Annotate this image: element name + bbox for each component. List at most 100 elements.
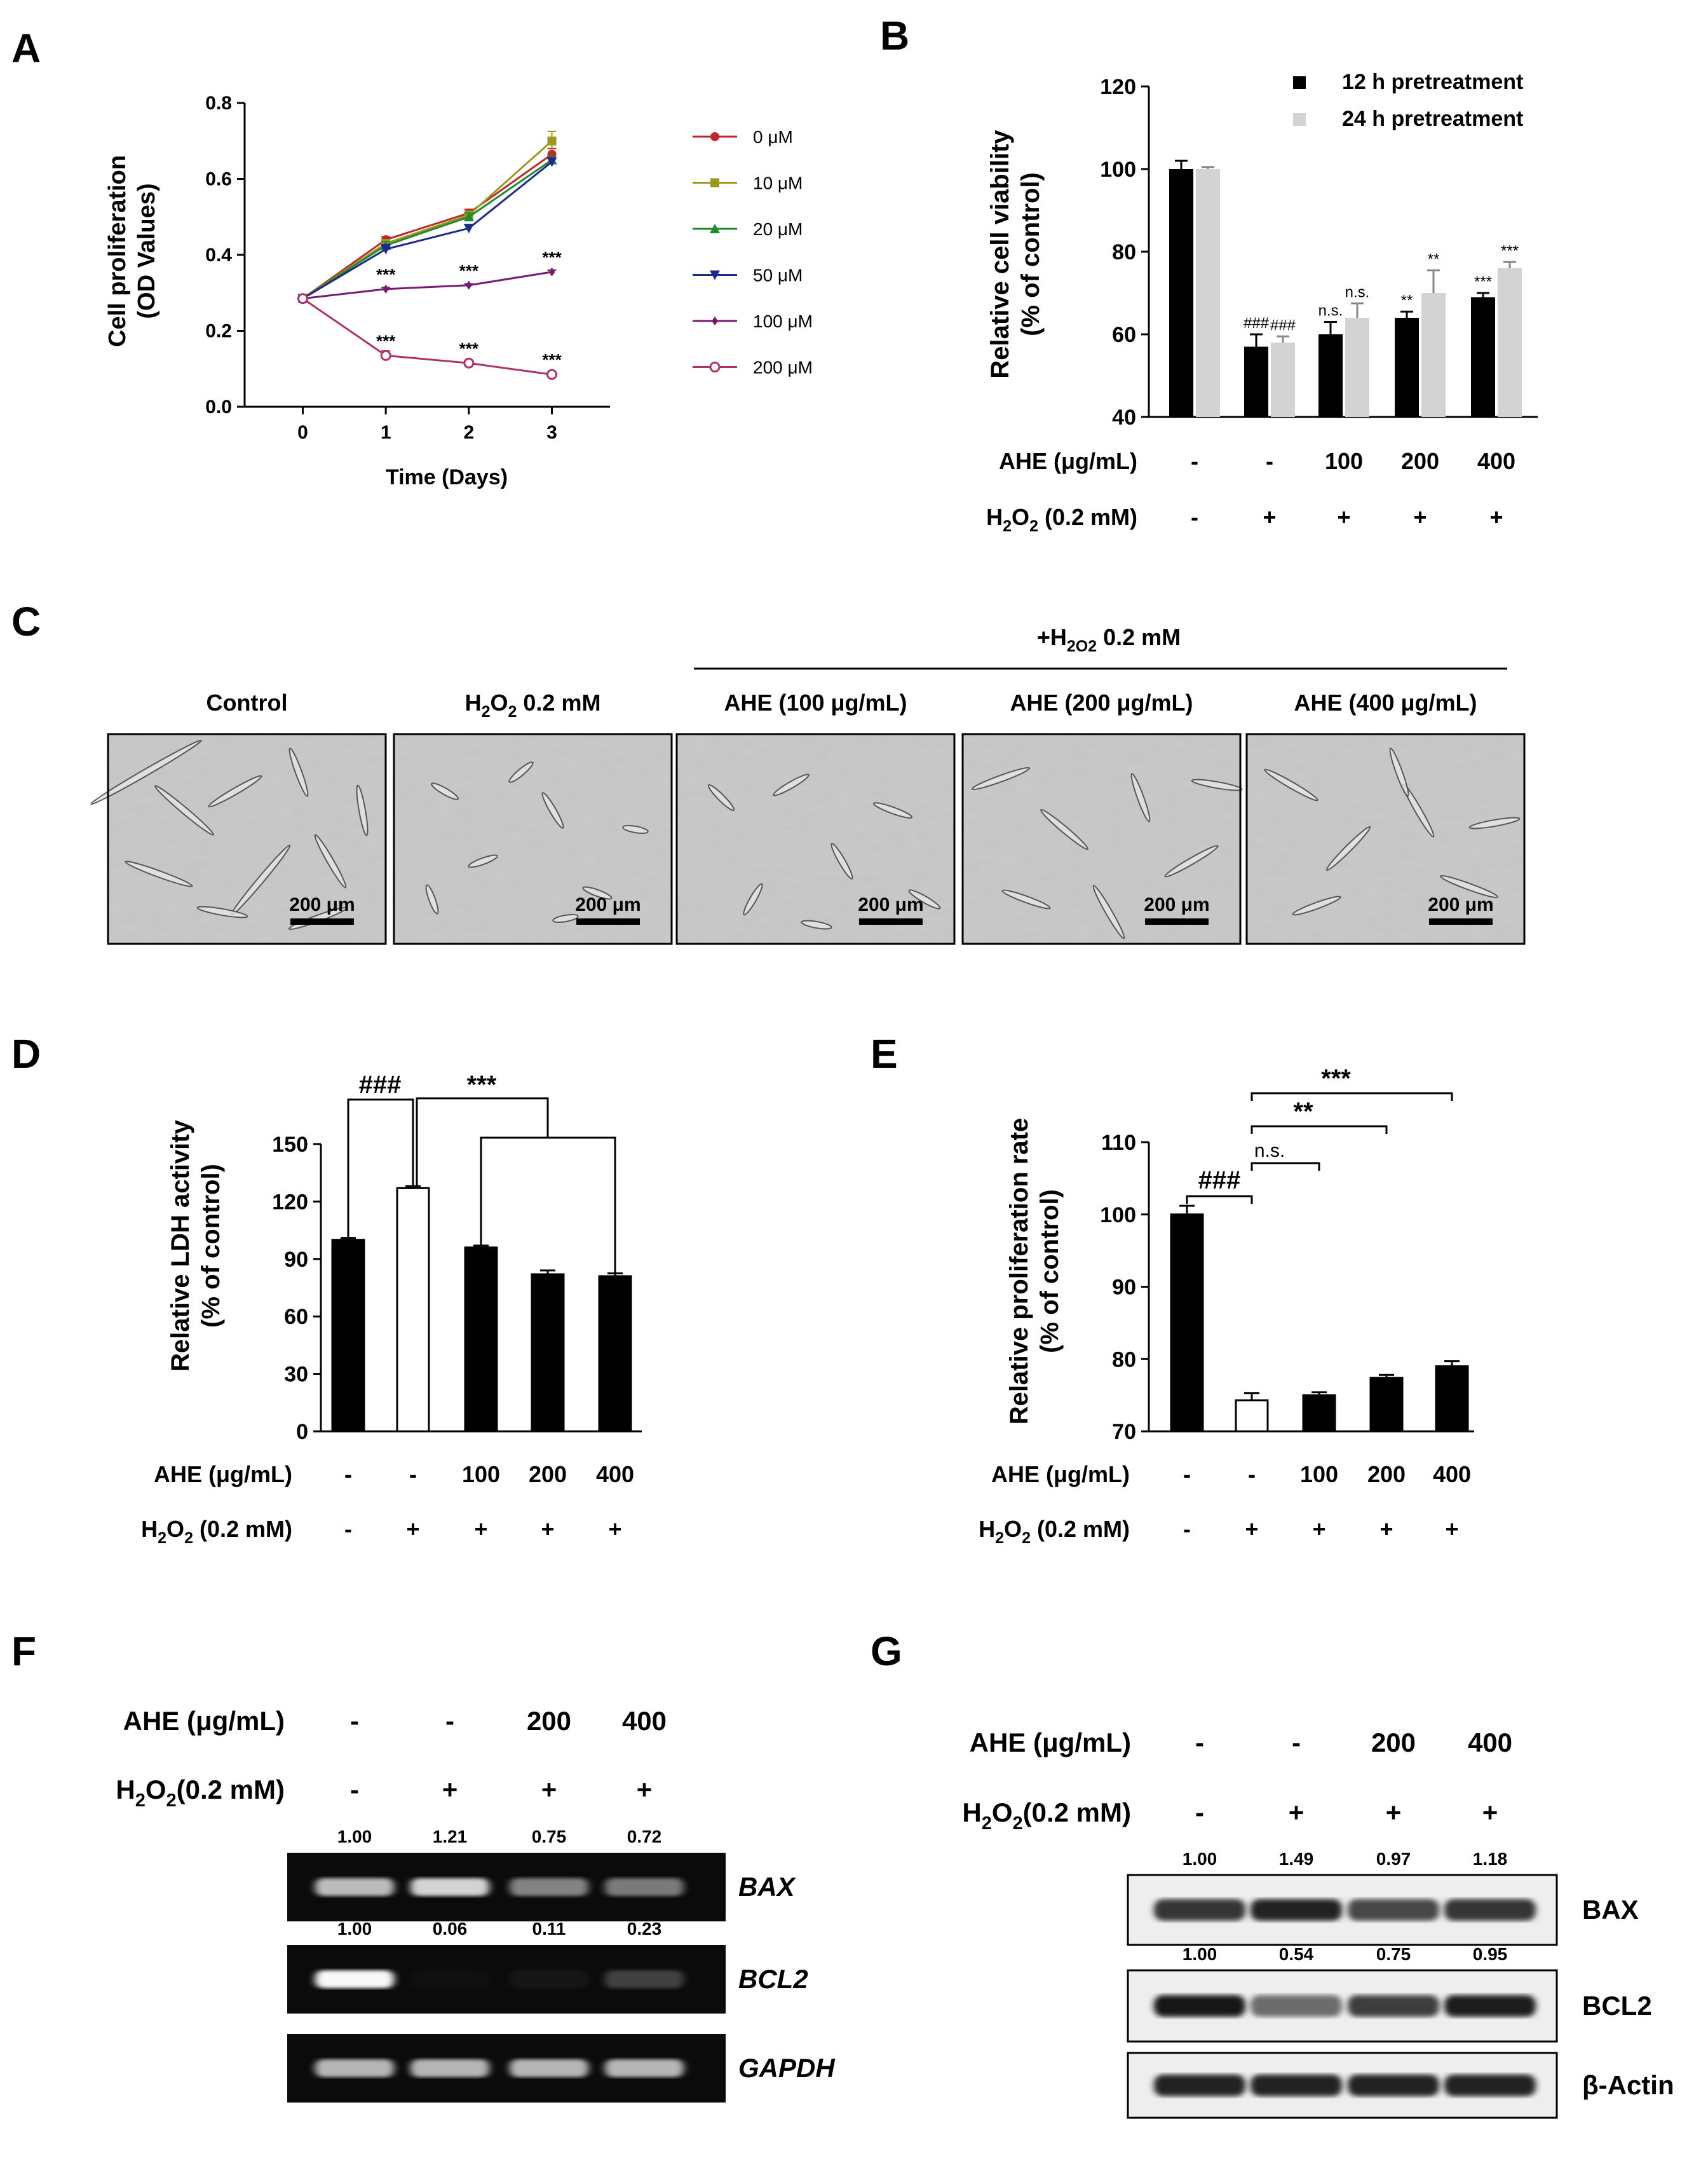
panel-a-y-tick-label: 0.6 (205, 169, 232, 190)
panel-letters: A B C D E F G (11, 13, 909, 1674)
panel-b-significance-label: n.s. (1345, 283, 1370, 301)
panel-a-data-point (547, 136, 557, 146)
panel-a-significance-label: *** (459, 261, 479, 280)
panel-g-h2o2-value: + (1482, 1797, 1498, 1827)
panel-f-band (315, 1878, 394, 1896)
panel-e-bar (1235, 1399, 1269, 1433)
panel-a-y-label: Cell proliferation (OD Values) (104, 155, 160, 347)
panel-f-ahe-value: 200 (527, 1706, 571, 1736)
panel-e-ahe-value: - (1248, 1461, 1256, 1487)
panel-g-ahe-value: - (1292, 1728, 1301, 1757)
panel-b-h2o2-value: - (1191, 504, 1198, 530)
panel-c-cell (90, 739, 202, 805)
panel-c-cell (801, 920, 832, 930)
panel-b-legend-swatch (1293, 113, 1306, 126)
panel-f-ahe-value: 400 (622, 1706, 667, 1736)
panel-e-ahe-label: AHE (μg/mL) (991, 1461, 1130, 1487)
panel-a-significance-label: *** (542, 248, 562, 267)
panel-letter-f: F (11, 1628, 36, 1674)
panel-e-h2o2-value: - (1183, 1516, 1191, 1542)
panel-g-ahe-value: 200 (1371, 1728, 1416, 1757)
panel-c-cell (196, 906, 248, 918)
panel-c-cell (908, 889, 941, 910)
panel-a-legend-label: 10 μM (753, 174, 803, 193)
panel-e-h2o2-value: + (1312, 1516, 1325, 1542)
panel-e-ahe-value: - (1183, 1461, 1191, 1487)
panel-a-data-point (381, 245, 391, 255)
panel-c-title: AHE (400 μg/mL) (1294, 690, 1477, 716)
panel-g-band (1154, 2075, 1245, 2096)
panel-d-ahe-value: 100 (462, 1461, 500, 1487)
panel-e-bracket-label: ** (1293, 1098, 1313, 1126)
panel-b-ahe-value: 400 (1477, 448, 1515, 474)
panel-f-ahe-value: - (445, 1706, 454, 1736)
panel-c-cell (971, 767, 1031, 791)
panel-a-x-tick-label: 3 (546, 422, 557, 443)
panel-f-band (315, 1970, 394, 1988)
panel-c-cell (743, 883, 763, 916)
panel-f-rt-pcr: AHE (μg/mL) H2O2(0.2 mM) - - 200 400 - + + + 1.… (116, 1706, 836, 2103)
panel-a-x-tick-label: 0 (297, 422, 308, 443)
panel-a-legend-marker (710, 132, 719, 141)
panel-e-treatment-rows: AHE (μg/mL) H2O2 (0.2 mM) - - 100 200 400 - + +… (979, 1461, 1471, 1547)
panel-g-band (1348, 1995, 1439, 2017)
panel-b-ahe-value: - (1191, 448, 1198, 474)
panel-f-ratio-label: 0.75 (532, 1827, 567, 1846)
panel-a-y-tick-label: 0.0 (205, 397, 232, 418)
panel-f-band (410, 1878, 489, 1896)
panel-g-western-blot: AHE (μg/mL) H2O2(0.2 mM) - - 200 400 - + + + 1.… (962, 1728, 1674, 2119)
panel-a-legend-marker (710, 224, 720, 233)
panel-e-bracket-label: n.s. (1254, 1140, 1285, 1161)
panel-d-y-label-line1: Relative LDH activity (166, 1119, 194, 1371)
panel-c-scale-bar (290, 918, 354, 925)
panel-g-treatment-values: - - 200 400 - + + + (1195, 1728, 1512, 1827)
panel-g-protein-label: BAX (1582, 1895, 1639, 1925)
panel-c-image-texture (1247, 734, 1524, 944)
panel-a-legend-marker (709, 362, 721, 372)
panel-d-ahe-value: - (409, 1461, 417, 1487)
panel-e-y-tick-label: 80 (1112, 1347, 1136, 1372)
panel-g-band (1444, 1899, 1536, 1921)
panel-c-scale-label: 200 μm (1144, 894, 1209, 915)
panel-e-h2o2-value: + (1379, 1516, 1393, 1542)
panel-d-bracket (347, 1098, 414, 1268)
panel-g-band (1250, 2075, 1342, 2096)
panel-a-series-line (302, 297, 552, 376)
panel-c-scale-bar (859, 918, 923, 925)
panel-c-cell (1439, 875, 1499, 899)
panel-f-ratio-label: 0.11 (532, 1919, 566, 1939)
panel-f-band (410, 2059, 489, 2077)
panel-e-bracket (1186, 1195, 1253, 1204)
panel-b-bar (1169, 169, 1193, 417)
panel-a-series-line (302, 271, 552, 300)
panel-g-h2o2-value: + (1289, 1797, 1305, 1827)
panel-b-y-label: Relative cell viability (% of control) (986, 130, 1045, 379)
panel-b-legend: 12 h pretreatment 24 h pretreatment (1293, 70, 1523, 131)
panel-e-bracket-label: *** (1321, 1065, 1351, 1093)
panel-d-bracket (480, 1136, 616, 1300)
panel-d-h2o2-label: H2O2 (0.2 mM) (141, 1516, 292, 1547)
panel-g-band (1250, 1899, 1342, 1921)
panel-c-scale-bar (576, 918, 640, 925)
panel-g-protein-label: β-Actin (1582, 2070, 1674, 2100)
panel-f-h2o2-value: + (637, 1775, 653, 1804)
panel-c-scale-label: 200 μm (289, 894, 355, 915)
panel-e-y-tick-label: 70 (1112, 1420, 1136, 1444)
panel-f-ratio-label: 1.21 (433, 1827, 468, 1846)
panel-f-ratio-label: 1.00 (337, 1919, 372, 1939)
panel-b-bar (1271, 343, 1295, 417)
panel-d-bracket-label: ### (359, 1071, 402, 1099)
panel-g-ahe-label: AHE (μg/mL) (970, 1728, 1131, 1757)
panel-a-data-point (297, 293, 308, 304)
panel-b-treatment-rows: AHE (μg/mL) H2O2 (0.2 mM) - - 100 200 400 - + +… (986, 448, 1515, 535)
panel-b-y-tick-label: 60 (1112, 323, 1136, 347)
panel-f-h2o2-label: H2O2(0.2 mM) (116, 1775, 285, 1811)
panel-f-gene-label: BAX (738, 1872, 797, 1902)
panel-e-y-label-line1: Relative proliferation rate (1005, 1118, 1033, 1424)
panel-a-legend-marker (710, 178, 719, 187)
panel-f-treatment-values: - - 200 400 - + + + (350, 1706, 667, 1804)
panel-d-bar (331, 1239, 365, 1433)
panel-d-y-tick-label: 120 (272, 1190, 308, 1214)
panel-c-cell (208, 775, 262, 808)
panel-b-h2o2-value: + (1337, 504, 1350, 530)
